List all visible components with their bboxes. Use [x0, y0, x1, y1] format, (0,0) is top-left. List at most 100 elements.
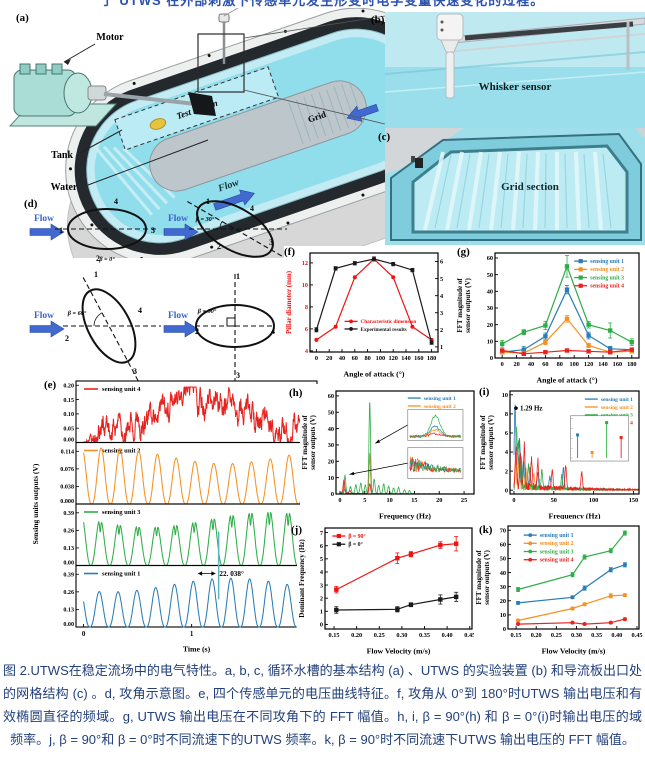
- svg-text:1.29 Hz: 1.29 Hz: [520, 404, 543, 412]
- svg-text:20: 20: [513, 361, 519, 368]
- svg-text:0.39: 0.39: [63, 572, 74, 578]
- svg-text:4: 4: [305, 348, 309, 355]
- svg-text:Tank: Tank: [51, 150, 73, 161]
- svg-text:1: 1: [59, 226, 63, 235]
- svg-text:0: 0: [315, 355, 318, 362]
- panel-c-grid-section-photo: Grid section: [385, 128, 645, 245]
- svg-text:3: 3: [440, 310, 443, 317]
- panel-h-tag: (h): [289, 387, 303, 399]
- panel-d-attack-angle-diagrams: Flow β = 0° 1 2 3 4 Flow β = 30° 1 2 3 4 Flow β = 60°…: [20, 196, 332, 392]
- svg-text:40: 40: [528, 361, 534, 368]
- svg-text:100: 100: [376, 355, 385, 362]
- svg-text:sensing unit 2: sensing unit 2: [424, 404, 456, 410]
- svg-text:100: 100: [589, 497, 598, 504]
- svg-text:sensing unit 2: sensing unit 2: [540, 541, 574, 547]
- svg-text:1: 1: [190, 630, 194, 638]
- svg-text:0.15: 0.15: [63, 398, 74, 404]
- svg-text:6: 6: [440, 259, 443, 266]
- panel-a-tag: (a): [16, 12, 29, 24]
- svg-text:0.45: 0.45: [464, 632, 475, 639]
- svg-text:0.20: 0.20: [63, 383, 74, 389]
- svg-text:0.25: 0.25: [551, 632, 562, 639]
- svg-text:1: 1: [236, 272, 240, 281]
- svg-text:sensing unit 1: sensing unit 1: [102, 571, 140, 578]
- svg-text:4: 4: [320, 569, 324, 576]
- svg-text:0.114: 0.114: [61, 449, 74, 455]
- svg-text:10: 10: [502, 392, 508, 399]
- svg-text:50: 50: [328, 409, 334, 416]
- svg-text:40: 40: [487, 289, 493, 296]
- panel-c-tag: (c): [378, 131, 391, 143]
- svg-text:140: 140: [401, 355, 410, 362]
- svg-text:0: 0: [82, 630, 86, 638]
- svg-text:8: 8: [305, 304, 308, 311]
- svg-text:Pillar diameter (mm): Pillar diameter (mm): [285, 270, 293, 334]
- panel-g-fft-vs-angle-chart: 0 20 40 60 80 100 120 140 160 180 0 10 20 30 40 50 60 Ang…: [455, 246, 645, 386]
- clipped-text-line: 了 UTWS 在外部刺激下传感单元发生形变时电学变量快速变化的过程。: [100, 0, 545, 8]
- svg-text:3: 3: [151, 226, 155, 235]
- svg-text:FFT magnitude of: FFT magnitude of: [475, 550, 483, 605]
- svg-text:160: 160: [414, 355, 423, 362]
- svg-text:2: 2: [65, 334, 69, 343]
- svg-text:0.00: 0.00: [63, 437, 74, 443]
- svg-text:0.13: 0.13: [63, 546, 74, 552]
- svg-text:2: 2: [195, 327, 199, 336]
- svg-text:1: 1: [320, 608, 323, 615]
- svg-text:20: 20: [500, 598, 506, 605]
- svg-text:7: 7: [320, 530, 323, 537]
- svg-text:0.39: 0.39: [63, 511, 74, 517]
- svg-text:20: 20: [326, 355, 332, 362]
- svg-text:4: 4: [138, 306, 142, 315]
- panel-g-tag: (g): [457, 246, 470, 258]
- svg-text:2: 2: [96, 254, 100, 263]
- svg-text:2: 2: [217, 242, 221, 251]
- svg-text:Flow: Flow: [168, 311, 188, 321]
- svg-text:sensing unit 4: sensing unit 4: [102, 386, 141, 393]
- svg-text:0.15: 0.15: [511, 632, 522, 639]
- svg-text:Sensing units outputs (V): Sensing units outputs (V): [31, 463, 40, 544]
- svg-text:Flow: Flow: [168, 214, 188, 224]
- svg-text:12: 12: [302, 260, 308, 267]
- svg-text:0.25: 0.25: [374, 632, 385, 639]
- svg-text:50: 50: [487, 272, 493, 279]
- svg-text:3: 3: [236, 371, 240, 380]
- svg-text:60: 60: [352, 355, 358, 362]
- svg-text:sensing unit 2: sensing unit 2: [601, 405, 633, 411]
- svg-text:0.10: 0.10: [63, 412, 74, 418]
- svg-text:5: 5: [363, 497, 366, 504]
- svg-text:sensor outputs (V): sensor outputs (V): [487, 414, 495, 469]
- svg-text:25: 25: [461, 497, 467, 504]
- svg-text:70: 70: [500, 527, 506, 534]
- svg-text:60: 60: [487, 255, 493, 262]
- svg-text:4: 4: [271, 327, 275, 336]
- svg-text:Time (s): Time (s): [183, 645, 211, 654]
- svg-text:0.30: 0.30: [571, 632, 582, 639]
- svg-text:sensing unit 1: sensing unit 1: [590, 259, 624, 265]
- svg-text:0: 0: [503, 626, 506, 633]
- svg-text:β = 90°: β = 90°: [197, 308, 217, 315]
- svg-text:Frequency (Hz): Frequency (Hz): [379, 512, 431, 521]
- svg-text:2: 2: [320, 595, 323, 602]
- svg-text:5: 5: [320, 556, 323, 563]
- svg-text:10: 10: [386, 497, 392, 504]
- svg-text:1: 1: [206, 197, 210, 206]
- svg-text:0.000: 0.000: [60, 499, 74, 505]
- panel-b-tag: (b): [371, 14, 385, 26]
- panel-j-tag: (j): [291, 524, 302, 536]
- svg-text:0.35: 0.35: [591, 632, 602, 639]
- svg-text:β = 30°: β = 30°: [195, 216, 215, 223]
- svg-text:0: 0: [320, 622, 323, 629]
- svg-text:3: 3: [269, 238, 273, 247]
- svg-text:1: 1: [94, 270, 98, 279]
- figure-caption: 图 2.UTWS在稳定流场中的电气特性。a, b, c, 循环水槽的基本结构 (…: [3, 663, 642, 747]
- svg-text:0.13: 0.13: [63, 608, 74, 614]
- svg-text:30: 30: [328, 442, 334, 449]
- svg-text:0.038: 0.038: [60, 485, 74, 491]
- svg-text:0.30: 0.30: [396, 632, 407, 639]
- svg-text:6: 6: [305, 326, 308, 333]
- svg-text:0.15: 0.15: [329, 632, 340, 639]
- svg-text:0.26: 0.26: [63, 529, 74, 535]
- panel-i-spectrum-chart: 0 50 100 150 0 2 4 6 8 10 Frequency (Hz) FFT magnit…: [478, 384, 645, 522]
- svg-text:sensing unit 2: sensing unit 2: [590, 267, 624, 273]
- svg-text:Whisker sensor: Whisker sensor: [479, 81, 552, 93]
